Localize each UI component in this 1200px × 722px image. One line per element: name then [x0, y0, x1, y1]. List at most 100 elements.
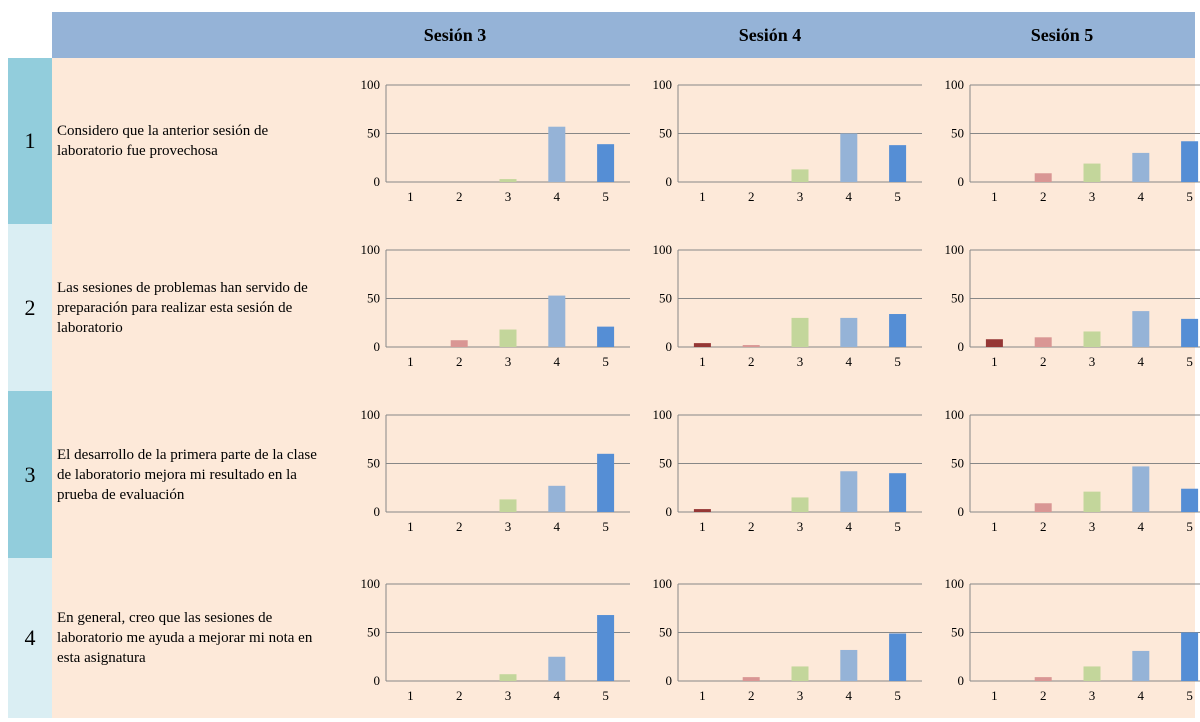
chart-svg: 0 50 100 1 2 3 4 5: [653, 407, 922, 534]
y-tick-label: 0: [374, 673, 381, 688]
x-tick-label: 4: [1138, 189, 1145, 204]
chart-svg: 0 50 100 1 2 3 4 5: [361, 576, 630, 703]
row-2-content: [52, 224, 1195, 391]
y-tick-label: 100: [653, 242, 673, 257]
x-tick-label: 4: [554, 354, 561, 369]
bar-4: [840, 133, 858, 182]
x-tick-label: 5: [1186, 688, 1193, 703]
x-tick-label: 3: [1089, 688, 1096, 703]
chart-svg: 0 50 100 1 2 3 4 5: [945, 77, 1200, 204]
y-tick-label: 50: [367, 456, 380, 471]
row-1-content: [52, 58, 1195, 224]
x-tick-label: 4: [846, 688, 853, 703]
bar-4: [548, 485, 566, 512]
x-tick-label: 2: [748, 354, 755, 369]
x-tick-label: 2: [456, 189, 463, 204]
x-tick-label: 4: [1138, 688, 1145, 703]
bar-3: [1083, 491, 1101, 512]
chart-svg: 0 50 100 1 2 3 4 5: [945, 576, 1200, 703]
row-4-content: [52, 558, 1195, 718]
chart-row4-session5: 0 50 100 1 2 3 4 5: [924, 575, 1200, 705]
x-tick-label: 1: [407, 354, 414, 369]
y-tick-label: 50: [367, 625, 380, 640]
bar-1: [985, 339, 1003, 347]
x-tick-label: 5: [602, 688, 609, 703]
x-tick-label: 3: [797, 354, 804, 369]
bar-5: [1181, 141, 1199, 182]
x-tick-label: 1: [991, 519, 998, 534]
y-tick-label: 0: [666, 504, 673, 519]
x-tick-label: 5: [894, 519, 901, 534]
x-tick-label: 5: [602, 189, 609, 204]
bar-4: [840, 317, 858, 347]
bar-3: [499, 179, 517, 182]
y-tick-label: 0: [374, 504, 381, 519]
bar-5: [889, 145, 907, 182]
y-tick-label: 50: [367, 126, 380, 141]
bar-3: [499, 499, 517, 512]
chart-row1-session4: 0 50 100 1 2 3 4 5: [632, 76, 932, 206]
bar-5: [1181, 318, 1199, 347]
x-tick-label: 1: [991, 688, 998, 703]
x-tick-label: 2: [456, 354, 463, 369]
y-tick-label: 0: [666, 673, 673, 688]
bar-3: [791, 666, 809, 681]
y-tick-label: 100: [653, 77, 673, 92]
row-number-3: 3: [8, 391, 52, 558]
bar-3: [1083, 163, 1101, 182]
x-tick-label: 3: [797, 688, 804, 703]
session-3-title: Sesión 3: [423, 25, 487, 45]
chart-row2-session3: 0 50 100 1 2 3 4 5: [340, 241, 640, 371]
bar-2: [1034, 503, 1052, 512]
x-tick-label: 2: [1040, 354, 1047, 369]
chart-row1-session3: 0 50 100 1 2 3 4 5: [340, 76, 640, 206]
bar-2: [742, 677, 760, 681]
bar-1: [693, 509, 711, 512]
y-tick-label: 0: [666, 174, 673, 189]
row-number-4: 4: [8, 558, 52, 718]
header-row: [52, 12, 1195, 58]
chart-svg: 0 50 100 1 2 3 4 5: [361, 242, 630, 369]
y-tick-label: 50: [951, 291, 964, 306]
x-tick-label: 1: [699, 688, 706, 703]
bar-3: [791, 497, 809, 512]
y-tick-label: 50: [659, 291, 672, 306]
bar-3: [499, 329, 517, 347]
bar-5: [597, 453, 615, 512]
x-tick-label: 1: [407, 189, 414, 204]
x-tick-label: 1: [991, 354, 998, 369]
x-tick-label: 4: [846, 354, 853, 369]
bar-3: [1083, 331, 1101, 347]
bar-3: [499, 674, 517, 681]
x-tick-label: 2: [748, 519, 755, 534]
bar-5: [597, 144, 615, 182]
chart-row2-session4: 0 50 100 1 2 3 4 5: [632, 241, 932, 371]
session-4-title: Sesión 4: [738, 25, 802, 45]
y-tick-label: 0: [666, 339, 673, 354]
x-tick-label: 3: [797, 519, 804, 534]
bar-4: [840, 649, 858, 681]
x-tick-label: 2: [1040, 189, 1047, 204]
x-tick-label: 5: [602, 519, 609, 534]
row-1-question: Considero que la anterior sesión de labo…: [57, 123, 269, 159]
y-tick-label: 100: [945, 77, 965, 92]
chart-row3-session3: 0 50 100 1 2 3 4 5: [340, 406, 640, 536]
row-3-content: [52, 391, 1195, 558]
y-tick-label: 50: [951, 625, 964, 640]
y-tick-label: 0: [958, 673, 965, 688]
x-tick-label: 3: [797, 189, 804, 204]
chart-svg: 0 50 100 1 2 3 4 5: [945, 242, 1200, 369]
y-tick-label: 0: [958, 339, 965, 354]
bar-2: [450, 340, 468, 347]
y-tick-label: 50: [951, 126, 964, 141]
x-tick-label: 4: [1138, 519, 1145, 534]
x-tick-label: 5: [894, 688, 901, 703]
y-tick-label: 50: [659, 456, 672, 471]
row-2-question: Las sesiones de problemas han servido de…: [57, 279, 308, 336]
bar-5: [889, 314, 907, 347]
x-tick-label: 2: [456, 519, 463, 534]
y-tick-label: 100: [945, 576, 965, 591]
bar-1: [693, 343, 711, 347]
x-tick-label: 5: [894, 189, 901, 204]
y-tick-label: 100: [361, 242, 381, 257]
